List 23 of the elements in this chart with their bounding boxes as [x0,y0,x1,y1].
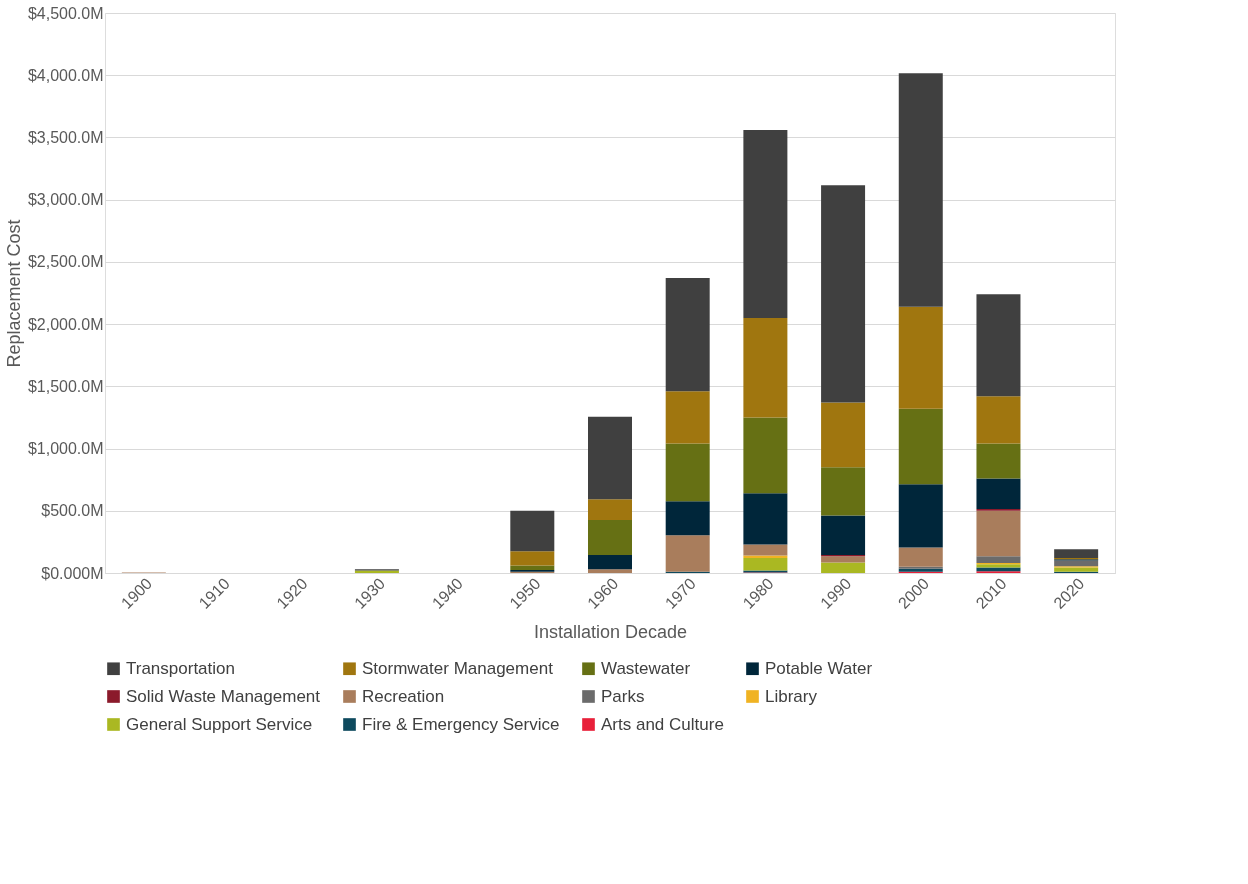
y-tick-label: $4,000.0M [27,66,104,84]
legend-label: Stormwater Management [362,658,554,678]
legend-label: Parks [601,686,645,706]
legend-label: Fire & Emergency Service [362,714,560,734]
legend-label: General Support Service [126,714,313,734]
y-tick-label: $2,500.0M [27,253,104,271]
y-axis-title: Replacement Cost [3,219,24,368]
legend-label: Library [765,686,818,706]
y-tick-label: $500.0M [41,502,104,520]
y-tick-label: $1,500.0M [27,377,104,395]
y-tick-label: $0.000M [41,564,104,582]
legend-label: Wastewater [601,658,691,678]
y-tick-label: $1,000.0M [27,440,104,458]
x-axis-title: Installation Decade [533,621,688,642]
legend-label: Potable Water [765,658,873,678]
legend-label: Solid Waste Management [126,686,321,706]
legend-label: Arts and Culture [601,714,724,734]
legend-label: Transportation [126,658,235,678]
legend-label: Recreation [362,686,445,706]
y-tick-label: $4,500.0M [27,4,104,22]
y-tick-label: $3,000.0M [27,191,104,209]
y-tick-label: $3,500.0M [27,128,104,146]
y-tick-label: $2,000.0M [27,315,104,333]
